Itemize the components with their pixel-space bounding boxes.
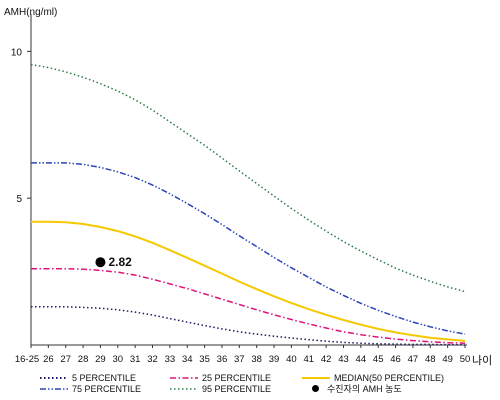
legend-dot-icon	[312, 385, 319, 392]
x-tick-label: 50	[460, 354, 471, 365]
x-tick-label: 34	[182, 354, 193, 365]
x-tick-label: 16-25	[15, 354, 39, 365]
x-tick-label: 32	[147, 354, 158, 365]
x-tick-label: 35	[199, 354, 210, 365]
x-tick-label: 28	[78, 354, 89, 365]
axes: 5 10 16-25 26 27 28 29 30 31 32 33 34 35 36 37 38 39 40 41…	[11, 14, 470, 365]
legend-label: 25 PERCENTILE	[202, 372, 272, 383]
x-tick-label: 43	[338, 354, 349, 365]
legend-label: 75 PERCENTILE	[72, 383, 142, 394]
x-tick-label: 30	[113, 354, 124, 365]
legend: 5 PERCENTILE 75 PERCENTILE 25 PERCENTILE…	[0, 370, 500, 400]
x-axis-label: 나이	[472, 354, 492, 367]
x-tick-label: 46	[390, 354, 401, 365]
legend-item-5-percentile: 5 PERCENTILE	[40, 372, 136, 383]
legend-swatch-75-percentile	[40, 387, 68, 390]
series-line-median-50-percentile-	[31, 220, 466, 342]
patient-amh-value-label: 2.82	[108, 255, 132, 269]
legend-label: 수진자의 AMH 농도	[327, 384, 402, 394]
series-line-25-percentile	[31, 267, 466, 344]
x-tick-label: 40	[286, 354, 297, 365]
x-tick-label: 26	[43, 354, 54, 365]
legend-label: 5 PERCENTILE	[72, 372, 137, 383]
legend-swatch-25-percentile	[170, 376, 198, 379]
y-tick-label: 5	[16, 194, 22, 205]
legend-swatch-95-percentile	[170, 387, 198, 390]
x-tick-label: 42	[321, 354, 332, 365]
x-tick-label: 45	[373, 354, 384, 365]
x-tick-label: 39	[269, 354, 280, 365]
legend-item-75-percentile: 75 PERCENTILE	[40, 383, 141, 394]
x-tick-label: 49	[442, 354, 453, 365]
x-tick-label: 31	[130, 354, 141, 365]
legend-swatch-median	[302, 376, 330, 379]
series-line-75-percentile	[31, 162, 466, 335]
legend-item-25-percentile: 25 PERCENTILE	[170, 372, 271, 383]
amh-percentile-chart: AMH(ng/ml) 5 10 16-25 26 27 28 29 30 31 32 33 34 35 3…	[4, 7, 492, 367]
data-points: 2.82	[95, 255, 132, 269]
legend-item-95-percentile: 95 PERCENTILE	[170, 383, 271, 394]
legend-swatch-5-percentile	[40, 376, 68, 379]
legend-item-median: MEDIAN(50 PERCENTILE)	[302, 372, 444, 383]
patient-amh-point	[95, 257, 106, 268]
x-tick-label: 38	[251, 354, 262, 365]
x-tick-label: 44	[356, 354, 367, 365]
legend-label: 95 PERCENTILE	[202, 383, 272, 394]
legend-item-patient-amh: 수진자의 AMH 농도	[312, 383, 402, 394]
series-line-95-percentile	[30, 63, 466, 293]
series-lines	[30, 63, 466, 346]
y-tick-label: 10	[11, 47, 23, 58]
x-tick-label: 27	[60, 354, 71, 365]
x-tick-label: 29	[95, 354, 106, 365]
x-tick-label: 41	[303, 354, 314, 365]
y-axis-label: AMH(ng/ml)	[4, 7, 57, 18]
x-tick-label: 36	[217, 354, 228, 365]
legend-label: MEDIAN(50 PERCENTILE)	[334, 372, 445, 383]
x-tick-label: 37	[234, 354, 245, 365]
x-tick-label: 48	[425, 354, 436, 365]
x-tick-label: 33	[165, 354, 176, 365]
series-line-5-percentile	[31, 306, 465, 346]
x-tick-label: 47	[408, 354, 419, 365]
